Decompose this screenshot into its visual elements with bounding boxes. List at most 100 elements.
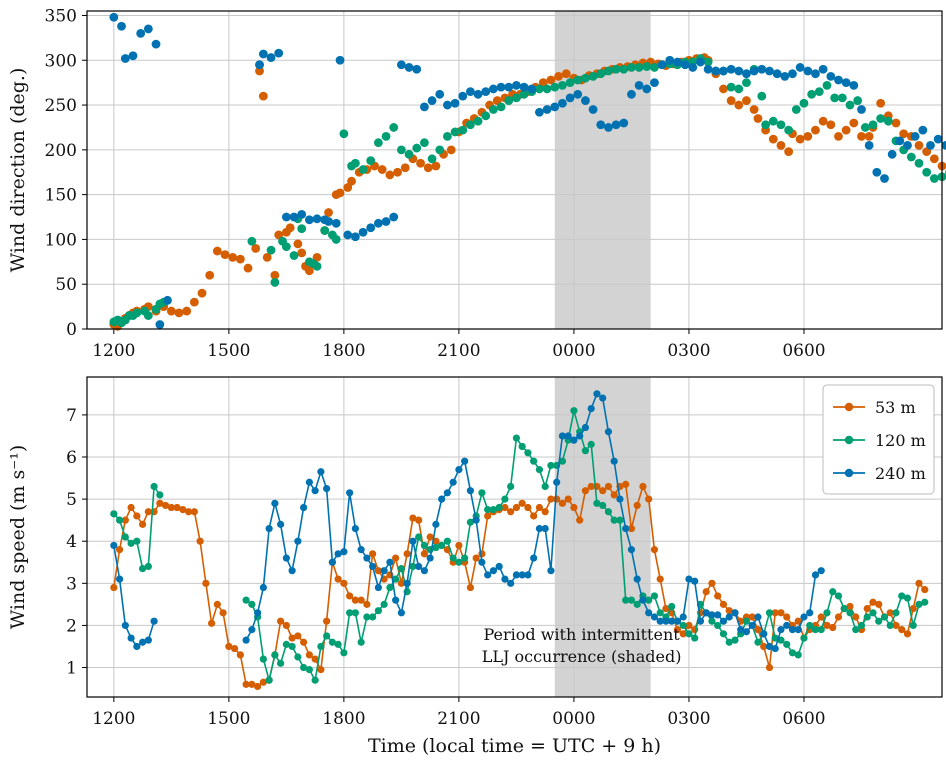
data-point <box>903 630 912 638</box>
data-point <box>708 579 716 587</box>
data-point <box>265 676 273 684</box>
data-point <box>757 91 767 101</box>
data-point <box>512 80 521 90</box>
data-point <box>611 64 621 74</box>
data-point <box>702 588 710 596</box>
data-point <box>501 495 509 503</box>
data-point <box>864 140 874 150</box>
data-point <box>841 78 851 88</box>
data-point <box>420 541 428 550</box>
data-point <box>450 98 460 108</box>
data-point <box>373 218 383 228</box>
data-point <box>593 499 601 507</box>
data-point <box>761 120 771 130</box>
data-point <box>535 524 544 533</box>
data-point <box>714 621 722 630</box>
data-point <box>419 138 429 148</box>
data-point <box>776 120 786 130</box>
data-point <box>857 621 866 630</box>
data-point <box>110 541 118 550</box>
y-tick-label: 1 <box>66 659 77 679</box>
data-point <box>381 217 391 226</box>
data-point <box>317 642 325 651</box>
data-point <box>795 134 805 144</box>
data-point <box>685 575 693 583</box>
data-point <box>518 442 526 451</box>
data-point <box>432 543 440 552</box>
y-tick-label: 100 <box>45 230 77 250</box>
data-point <box>542 105 552 114</box>
data-point <box>426 533 434 541</box>
data-point <box>818 116 828 126</box>
data-point <box>795 63 805 72</box>
legend-label: 120 m <box>875 431 926 450</box>
data-point <box>696 57 705 67</box>
data-point <box>771 634 779 642</box>
data-point <box>277 520 285 528</box>
legend-label: 240 m <box>875 464 926 483</box>
data-point <box>799 98 809 108</box>
data-point <box>910 132 920 141</box>
data-point <box>921 586 929 594</box>
y-tick-label: 50 <box>55 275 77 295</box>
data-point <box>604 428 613 436</box>
data-point <box>127 634 135 642</box>
data-point <box>155 320 165 329</box>
data-point <box>339 129 349 139</box>
data-point <box>604 482 613 491</box>
data-point <box>768 134 778 144</box>
data-point <box>304 266 314 276</box>
data-point <box>519 89 529 99</box>
data-point <box>776 140 786 150</box>
data-point <box>817 567 825 575</box>
data-point <box>886 609 894 617</box>
data-point <box>312 214 322 224</box>
data-point <box>726 82 736 92</box>
data-point <box>742 78 751 88</box>
data-point <box>415 533 423 541</box>
y-tick-label: 350 <box>45 6 77 26</box>
data-point <box>450 127 460 137</box>
data-point <box>300 663 308 672</box>
y-tick-label: 6 <box>66 448 77 468</box>
data-point <box>431 161 441 171</box>
y-tick-label: 5 <box>66 490 77 510</box>
plot-frame <box>86 376 943 698</box>
data-point <box>254 609 262 617</box>
data-point <box>546 75 556 85</box>
data-point <box>541 482 549 491</box>
data-point <box>196 537 204 545</box>
data-point <box>121 533 129 541</box>
data-point <box>806 609 814 617</box>
data-point <box>673 57 682 67</box>
annotation-line-2: LLJ occurrence (shaded) <box>482 647 682 666</box>
data-point <box>860 123 870 132</box>
data-point <box>236 651 244 659</box>
data-point <box>914 158 924 168</box>
data-point <box>619 118 629 128</box>
data-point <box>581 96 590 105</box>
data-point <box>478 489 486 497</box>
data-point <box>282 621 290 630</box>
data-point <box>588 71 598 81</box>
data-point <box>466 518 475 526</box>
data-point <box>109 12 119 22</box>
data-point <box>703 57 713 67</box>
data-point <box>558 432 567 440</box>
data-point <box>489 84 498 94</box>
data-point <box>409 537 417 545</box>
data-point <box>324 208 333 217</box>
data-point <box>596 120 606 130</box>
data-point <box>906 152 916 162</box>
data-point <box>823 609 831 617</box>
data-point <box>783 613 791 621</box>
data-point <box>806 621 814 630</box>
x-tick-label: 2100 <box>437 341 480 361</box>
data-point <box>807 89 817 99</box>
data-point <box>604 123 613 132</box>
data-point <box>587 440 595 448</box>
data-point <box>933 134 943 144</box>
data-point <box>397 579 405 587</box>
data-point <box>189 297 199 307</box>
data-point <box>581 73 590 83</box>
